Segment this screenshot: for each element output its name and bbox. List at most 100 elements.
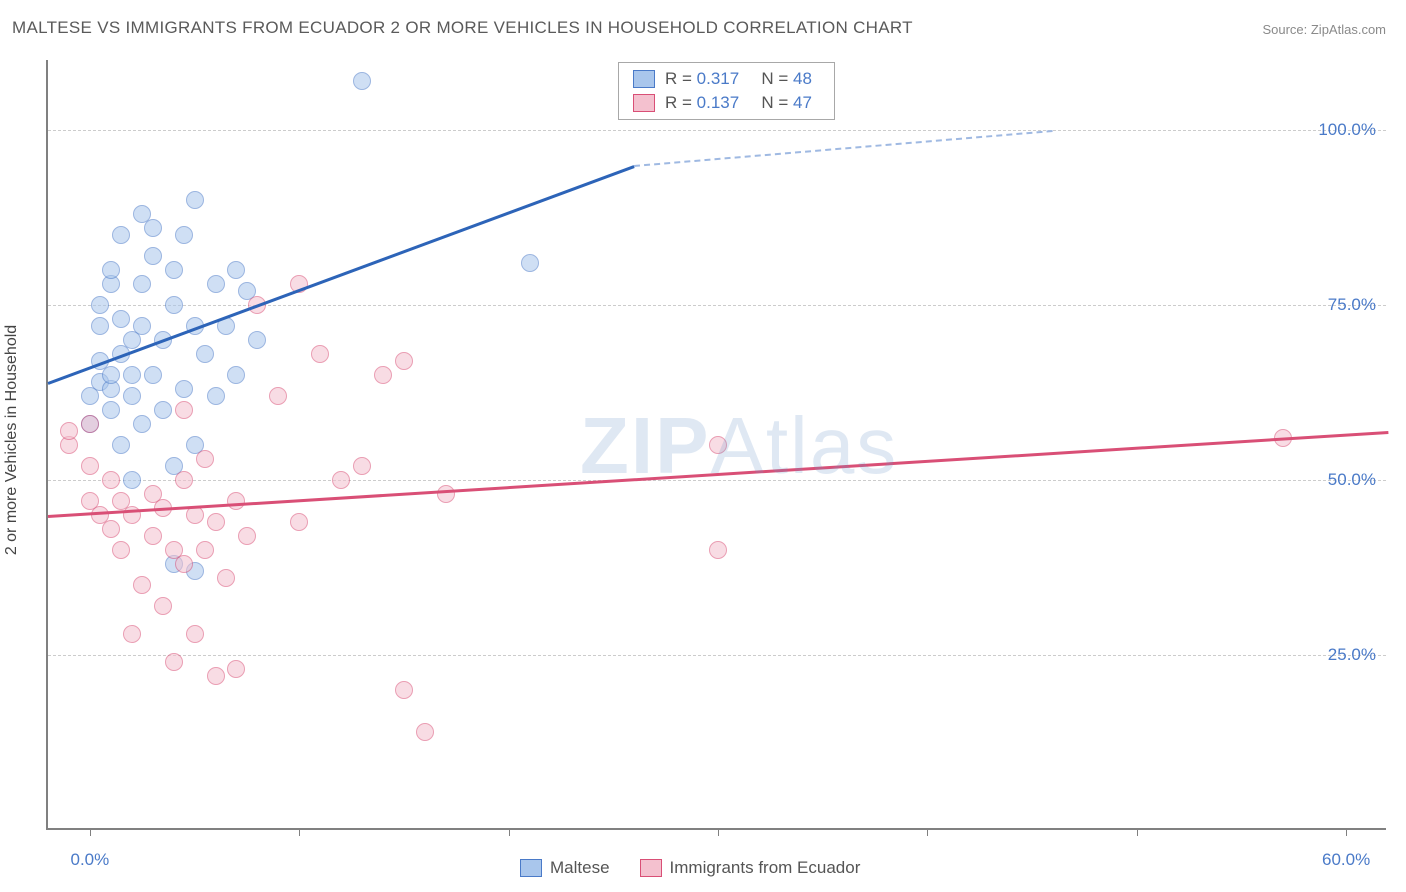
stats-row: R = 0.317 N = 48 [619, 67, 834, 91]
data-point [416, 723, 434, 741]
data-point [102, 261, 120, 279]
y-tick-label: 25.0% [1328, 645, 1376, 665]
data-point [91, 296, 109, 314]
data-point [437, 485, 455, 503]
data-point [238, 527, 256, 545]
data-point [186, 625, 204, 643]
data-point [123, 625, 141, 643]
data-point [123, 366, 141, 384]
trend-line-dashed [634, 130, 1053, 167]
legend-swatch [633, 94, 655, 112]
data-point [353, 72, 371, 90]
data-point [269, 387, 287, 405]
x-tick [90, 828, 91, 836]
data-point [395, 681, 413, 699]
stats-text: R = 0.137 N = 47 [665, 93, 820, 113]
data-point [311, 345, 329, 363]
legend-swatch [640, 859, 662, 877]
data-point [196, 450, 214, 468]
legend-swatch [633, 70, 655, 88]
trend-line [47, 165, 634, 385]
data-point [196, 345, 214, 363]
data-point [144, 219, 162, 237]
data-point [102, 401, 120, 419]
data-point [165, 653, 183, 671]
data-point [102, 520, 120, 538]
x-tick [299, 828, 300, 836]
x-tick [509, 828, 510, 836]
x-tick [1346, 828, 1347, 836]
data-point [133, 576, 151, 594]
data-point [123, 471, 141, 489]
data-point [395, 352, 413, 370]
legend-item: Maltese [520, 858, 610, 878]
y-axis-label: 2 or more Vehicles in Household [3, 325, 21, 555]
y-tick-label: 100.0% [1318, 120, 1376, 140]
data-point [112, 226, 130, 244]
data-point [175, 555, 193, 573]
data-point [112, 436, 130, 454]
data-point [217, 569, 235, 587]
data-point [709, 541, 727, 559]
data-point [207, 275, 225, 293]
data-point [207, 667, 225, 685]
x-tick [718, 828, 719, 836]
data-point [133, 317, 151, 335]
data-point [227, 366, 245, 384]
legend-swatch [520, 859, 542, 877]
data-point [144, 527, 162, 545]
data-point [165, 296, 183, 314]
data-point [60, 422, 78, 440]
plot-area: 25.0%50.0%75.0%100.0%0.0%60.0%R = 0.317 … [46, 60, 1386, 830]
data-point [175, 380, 193, 398]
data-point [196, 541, 214, 559]
data-point [353, 457, 371, 475]
legend-label: Maltese [550, 858, 610, 878]
data-point [248, 331, 266, 349]
data-point [102, 366, 120, 384]
x-tick-label: 60.0% [1322, 850, 1370, 870]
data-point [175, 401, 193, 419]
data-point [123, 387, 141, 405]
data-point [709, 436, 727, 454]
data-point [374, 366, 392, 384]
data-point [227, 660, 245, 678]
y-tick-label: 50.0% [1328, 470, 1376, 490]
data-point [144, 247, 162, 265]
bottom-legend: Maltese Immigrants from Ecuador [520, 858, 860, 878]
data-point [207, 513, 225, 531]
stats-box: R = 0.317 N = 48 R = 0.137 N = 47 [618, 62, 835, 120]
grid-line [48, 480, 1386, 481]
data-point [332, 471, 350, 489]
stats-row: R = 0.137 N = 47 [619, 91, 834, 115]
data-point [175, 471, 193, 489]
data-point [290, 513, 308, 531]
legend-label: Immigrants from Ecuador [670, 858, 861, 878]
data-point [91, 317, 109, 335]
x-tick [927, 828, 928, 836]
data-point [165, 261, 183, 279]
grid-line [48, 655, 1386, 656]
data-point [81, 415, 99, 433]
stats-text: R = 0.317 N = 48 [665, 69, 820, 89]
data-point [207, 387, 225, 405]
data-point [521, 254, 539, 272]
data-point [112, 541, 130, 559]
data-point [154, 597, 172, 615]
data-point [186, 191, 204, 209]
x-tick-label: 0.0% [71, 850, 110, 870]
data-point [144, 366, 162, 384]
legend-item: Immigrants from Ecuador [640, 858, 861, 878]
chart-source: Source: ZipAtlas.com [1262, 22, 1386, 37]
data-point [133, 415, 151, 433]
data-point [175, 226, 193, 244]
x-tick [1137, 828, 1138, 836]
y-tick-label: 75.0% [1328, 295, 1376, 315]
data-point [227, 261, 245, 279]
data-point [154, 401, 172, 419]
data-point [133, 275, 151, 293]
data-point [81, 457, 99, 475]
chart-title: MALTESE VS IMMIGRANTS FROM ECUADOR 2 OR … [12, 18, 913, 38]
grid-line [48, 130, 1386, 131]
data-point [112, 310, 130, 328]
